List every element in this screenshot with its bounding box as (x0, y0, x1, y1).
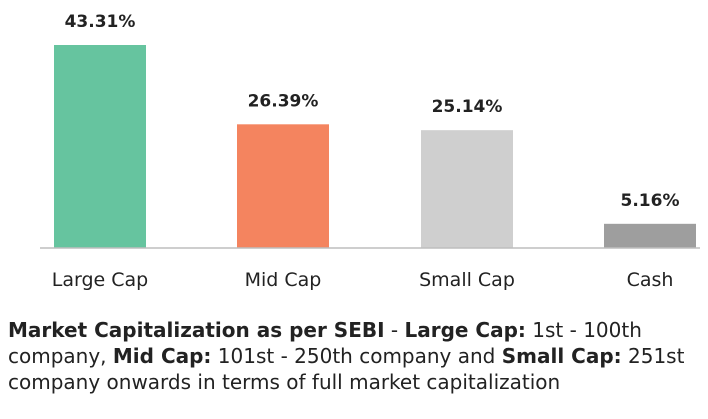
footnote-separator: - (384, 318, 405, 342)
footnote-mid-cap-label: Mid Cap: (112, 344, 212, 368)
footnote-small-cap-label: Small Cap: (501, 344, 622, 368)
market-cap-bar-chart: 43.31% 26.39% 25.14% 5.16% Large Cap Mid Cap… (40, 12, 700, 291)
footnote-large-cap-text: 1st - 100th company, (8, 318, 642, 368)
footnote-small-cap-text: 251st company onwards in terms of full m… (8, 344, 685, 394)
category-labels-layer: Large Cap Mid Cap Small Cap Cash (52, 269, 674, 291)
footnote: Market Capitalization as per SEBI - Larg… (8, 317, 703, 395)
category-label-small-cap: Small Cap (419, 269, 515, 291)
value-label-mid-cap: 26.39% (248, 91, 319, 111)
value-label-large-cap: 43.31% (65, 12, 136, 32)
category-label-cash: Cash (627, 269, 674, 291)
bars-layer (54, 45, 696, 248)
category-label-large-cap: Large Cap (52, 269, 148, 291)
footnote-mid-cap-text: 101st - 250th company and (211, 344, 502, 368)
footnote-large-cap-label: Large Cap: (404, 318, 526, 342)
category-label-mid-cap: Mid Cap (245, 269, 322, 291)
bar-large-cap (54, 45, 146, 248)
bar-cash (604, 223, 696, 248)
footnote-heading: Market Capitalization as per SEBI (8, 318, 385, 342)
value-label-cash: 5.16% (621, 191, 680, 211)
value-label-small-cap: 25.14% (432, 97, 503, 117)
bar-small-cap (421, 130, 513, 248)
value-labels-layer: 43.31% 26.39% 25.14% 5.16% (65, 12, 680, 211)
bar-mid-cap (237, 124, 329, 248)
